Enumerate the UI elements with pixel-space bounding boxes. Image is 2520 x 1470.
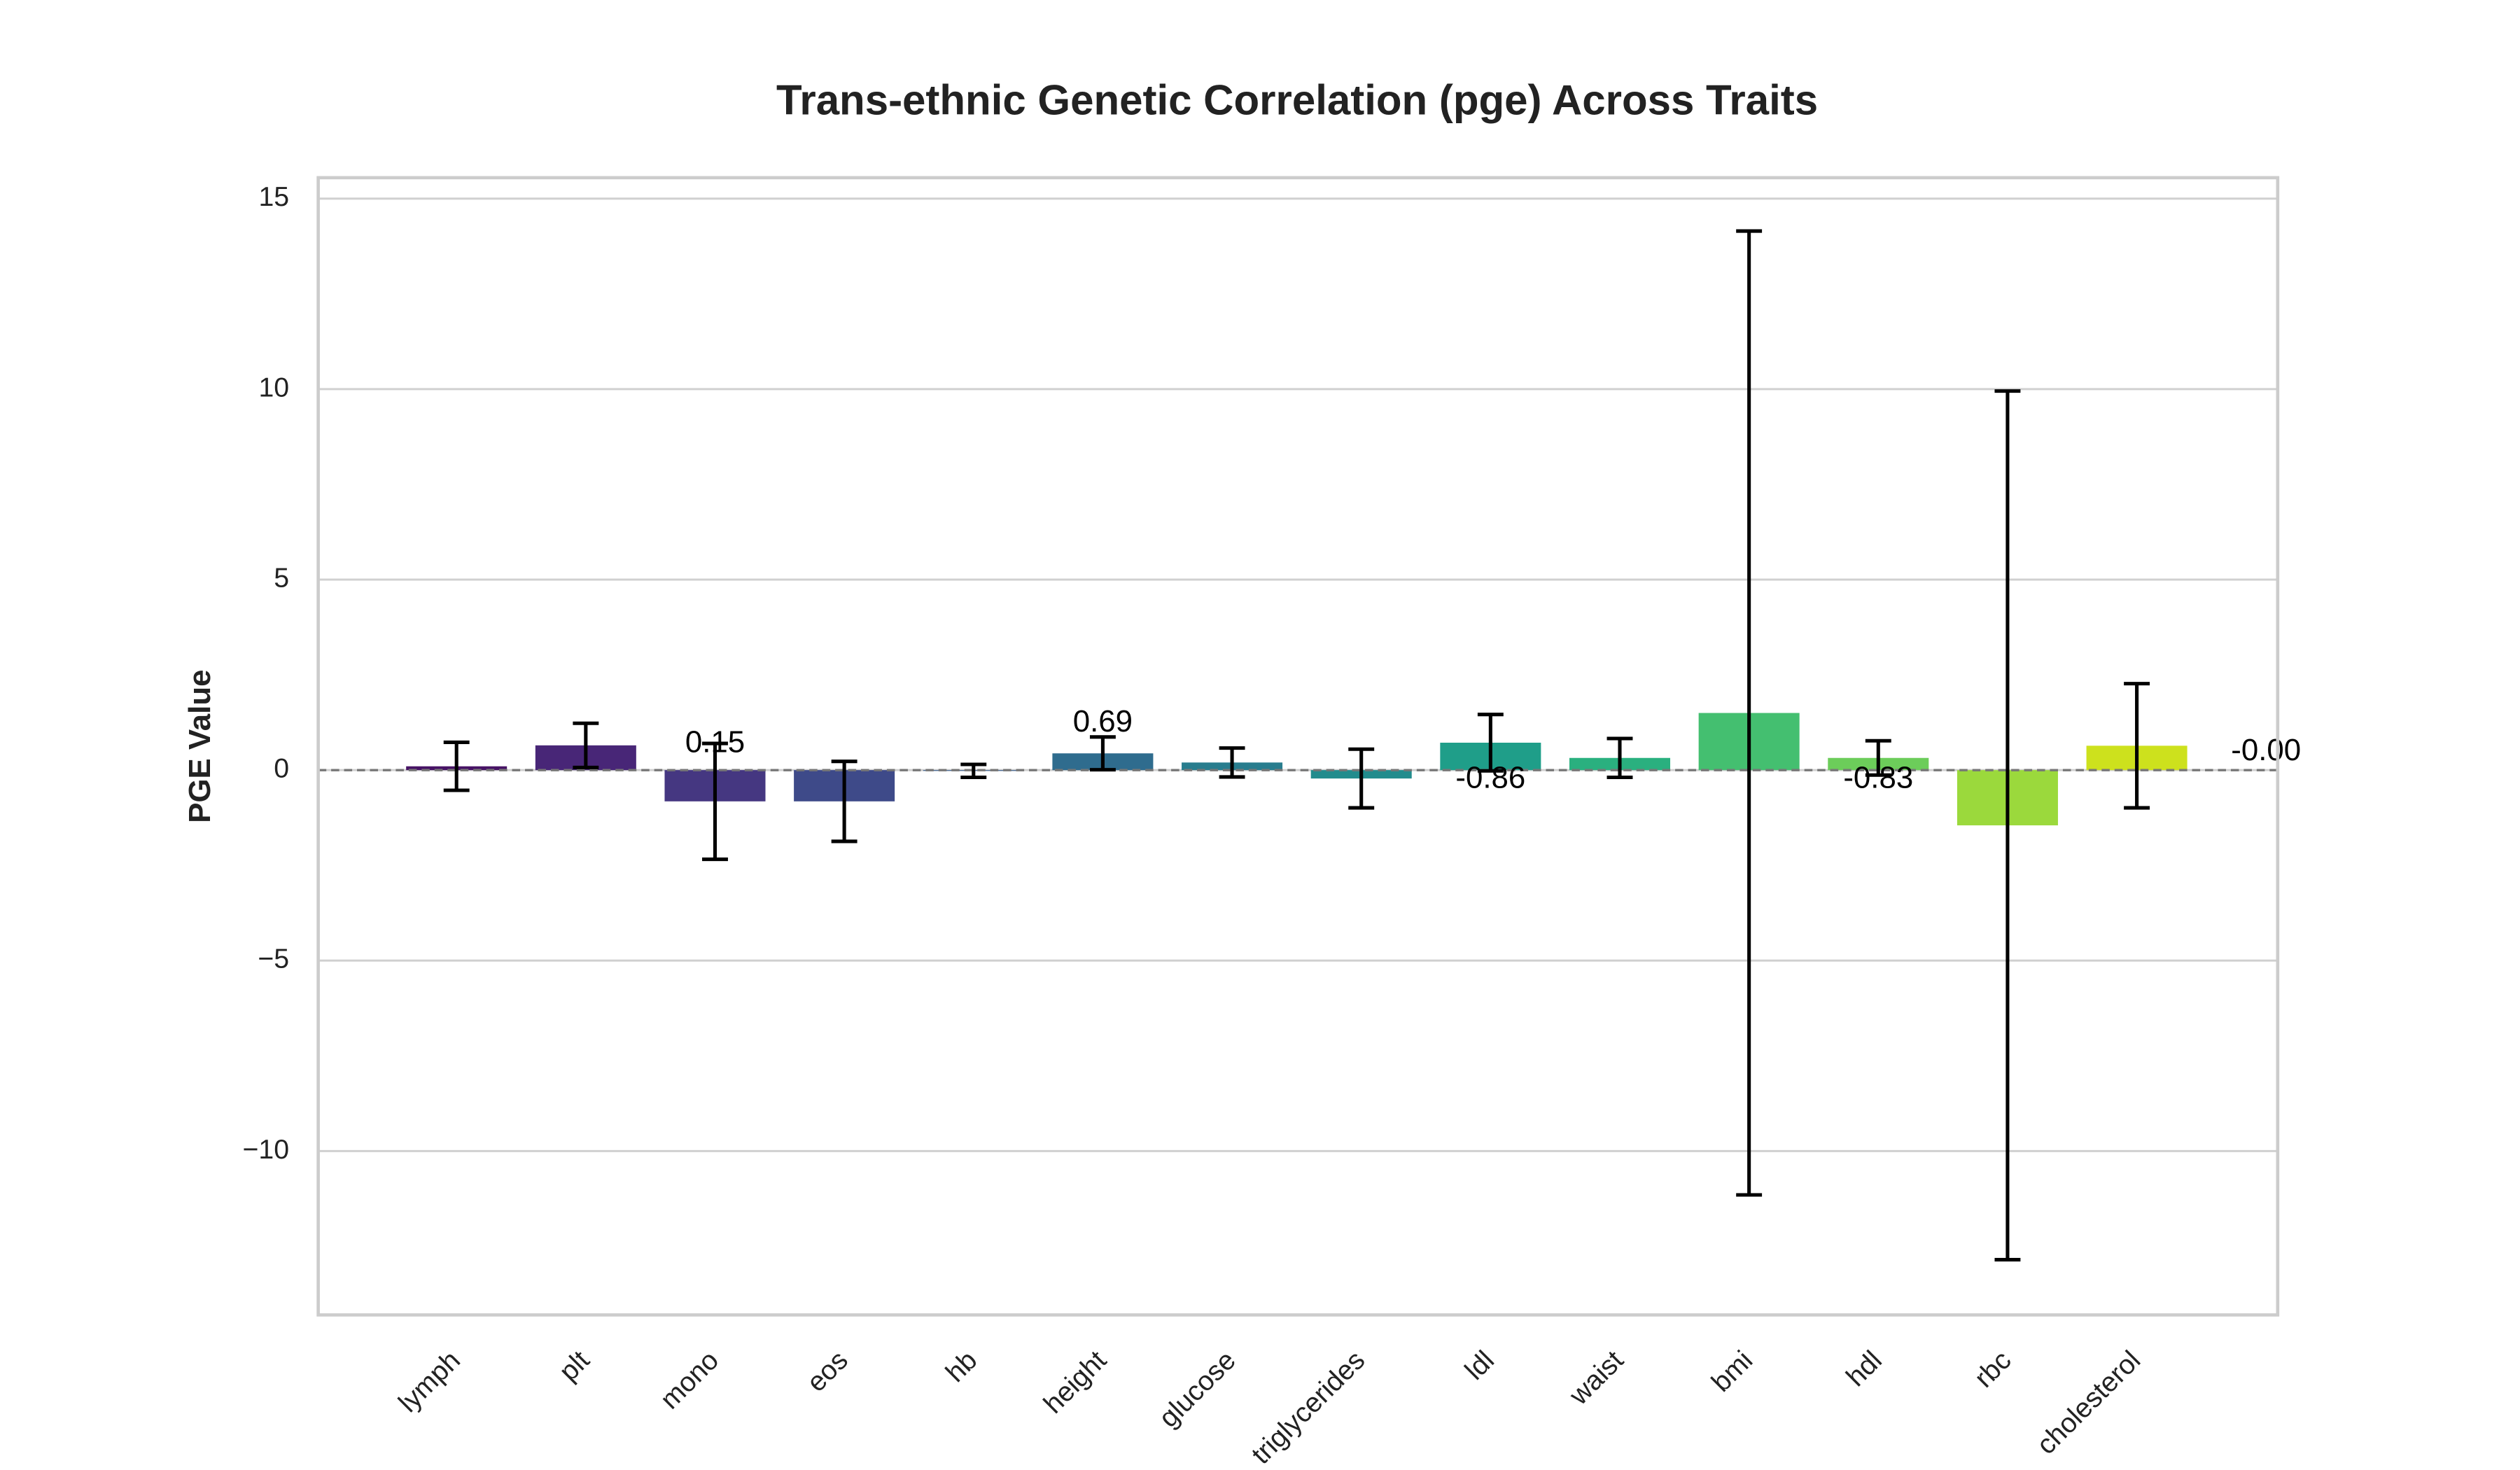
y-tick-label: 10: [258, 372, 289, 402]
error-bar: [1865, 738, 1891, 777]
error-bar: [1348, 747, 1375, 810]
x-tick-label: ldl: [1459, 1345, 1500, 1386]
x-tick-label: glucose: [1153, 1345, 1242, 1434]
annotation: 0.69: [1073, 704, 1133, 738]
x-tick-label: plt: [553, 1345, 595, 1387]
error-bar: [1089, 735, 1116, 772]
y-tick-label: 5: [274, 562, 289, 593]
y-axis-label: PGE Value: [183, 670, 217, 823]
x-tick-label: height: [1037, 1345, 1112, 1420]
annotation: -0.00: [2231, 733, 2301, 767]
error-bar: [1477, 713, 1504, 773]
error-bar: [831, 760, 858, 844]
y-tick-label: −10: [243, 1134, 290, 1165]
y-tick-label: 15: [258, 181, 289, 212]
x-tick-label: bmi: [1706, 1345, 1759, 1398]
x-tick-label: hb: [939, 1345, 983, 1388]
error-bar: [1994, 389, 2021, 1262]
x-tick-label: mono: [654, 1345, 724, 1415]
x-tick-label: rbc: [1968, 1345, 2017, 1394]
annotation: -0.83: [1843, 760, 1913, 794]
error-bar: [2124, 682, 2150, 810]
annotation: -0.86: [1455, 760, 1525, 794]
x-tick-label: waist: [1563, 1345, 1630, 1411]
error-bar: [573, 721, 599, 769]
x-tick-label: lymph: [393, 1345, 466, 1418]
plot-frame: [316, 176, 2280, 1317]
x-tick-label: cholesterol: [2031, 1345, 2146, 1460]
x-tick-label: eos: [801, 1345, 854, 1398]
chart-title: Trans-ethnic Genetic Correlation (pge) A…: [776, 77, 1818, 124]
x-tick-label: triglycerides: [1245, 1345, 1371, 1470]
error-bar: [960, 762, 987, 780]
y-tick-label: 0: [274, 753, 289, 784]
x-tick-label: hdl: [1840, 1345, 1888, 1392]
error-bar: [1736, 229, 1763, 1197]
annotation: 0.15: [685, 725, 745, 760]
error-bar: [1606, 736, 1633, 780]
error-bar: [1219, 746, 1245, 779]
y-tick-label: −5: [258, 944, 289, 974]
error-bar: [702, 741, 728, 862]
error-bar: [443, 740, 470, 792]
